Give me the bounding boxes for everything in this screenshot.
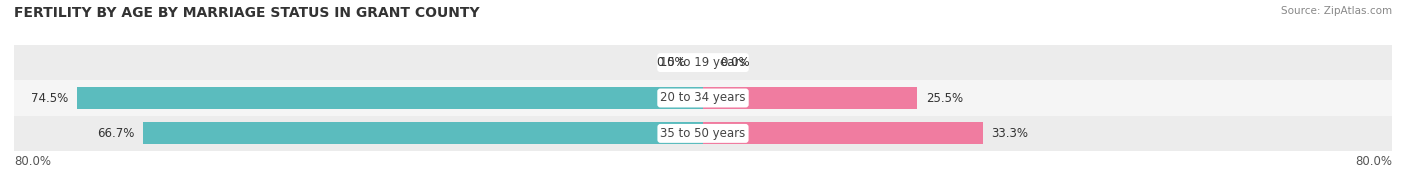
Text: 0.0%: 0.0% — [720, 56, 749, 69]
Text: 80.0%: 80.0% — [1355, 155, 1392, 168]
Text: 66.7%: 66.7% — [97, 127, 134, 140]
Bar — [14, 45, 1392, 80]
Bar — [142, 122, 703, 144]
Text: FERTILITY BY AGE BY MARRIAGE STATUS IN GRANT COUNTY: FERTILITY BY AGE BY MARRIAGE STATUS IN G… — [14, 6, 479, 20]
Bar — [703, 122, 983, 144]
Text: 74.5%: 74.5% — [31, 92, 69, 104]
Bar — [703, 87, 917, 109]
Text: 35 to 50 years: 35 to 50 years — [661, 127, 745, 140]
Text: 20 to 34 years: 20 to 34 years — [661, 92, 745, 104]
Text: 15 to 19 years: 15 to 19 years — [661, 56, 745, 69]
Text: 33.3%: 33.3% — [991, 127, 1028, 140]
Text: Source: ZipAtlas.com: Source: ZipAtlas.com — [1281, 6, 1392, 16]
Text: 0.0%: 0.0% — [657, 56, 686, 69]
Bar — [77, 87, 703, 109]
Bar — [14, 116, 1392, 151]
Text: 80.0%: 80.0% — [14, 155, 51, 168]
Bar — [14, 80, 1392, 116]
Text: 25.5%: 25.5% — [925, 92, 963, 104]
